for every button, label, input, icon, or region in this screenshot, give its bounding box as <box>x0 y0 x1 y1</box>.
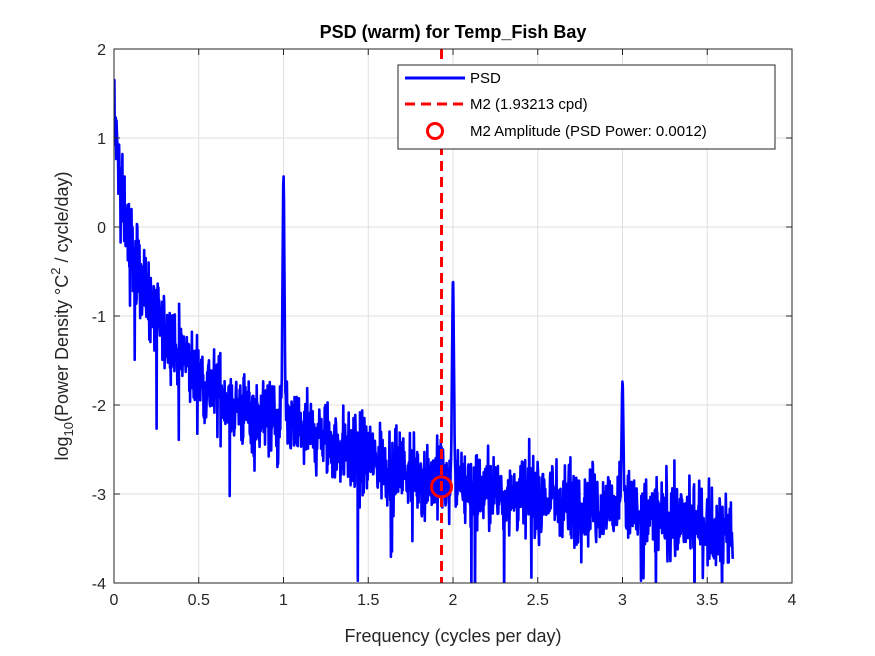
y-tick-label: 2 <box>97 42 106 59</box>
y-tick-label: 0 <box>97 220 106 237</box>
legend-amplitude-marker <box>426 122 444 140</box>
legend: PSD M2 (1.93213 cpd) M2 Amplitude (PSD P… <box>397 64 776 150</box>
chart-title: PSD (warm) for Temp_Fish Bay <box>320 22 587 42</box>
axis-ticks: 0 0.5 1 1.5 2 2.5 3 3.5 4 -4 -3 -2 -1 0 1 2 <box>92 42 797 609</box>
x-tick-label: 2.5 <box>527 592 549 609</box>
legend-psd-label: PSD <box>470 70 501 87</box>
x-tick-label: 4 <box>788 592 797 609</box>
x-tick-label: 0 <box>110 592 119 609</box>
psd-series-line <box>114 78 734 583</box>
x-tick-label: 0.5 <box>188 592 210 609</box>
x-tick-label: 2 <box>449 592 458 609</box>
y-tick-label: -1 <box>92 309 106 326</box>
m2-amplitude-marker <box>429 475 453 499</box>
legend-amplitude-label: M2 Amplitude (PSD Power: 0.0012) <box>470 123 707 140</box>
x-tick-label: 1 <box>279 592 288 609</box>
y-tick-label: -4 <box>92 576 106 593</box>
y-axis-label: log10(Power Density °C2 / cycle/day) <box>48 172 76 461</box>
y-tick-label: -2 <box>92 398 106 415</box>
x-axis-label: Frequency (cycles per day) <box>344 626 561 646</box>
y-label-mid: (Power Density °C <box>52 275 72 422</box>
legend-m2-label: M2 (1.93213 cpd) <box>470 96 588 113</box>
y-tick-label: -3 <box>92 487 106 504</box>
x-tick-label: 3 <box>618 592 627 609</box>
x-tick-label: 3.5 <box>696 592 718 609</box>
x-tick-label: 1.5 <box>357 592 379 609</box>
y-tick-label: 1 <box>97 131 106 148</box>
y-label-superscript: 2 <box>48 268 63 275</box>
y-label-subscript: 10 <box>61 422 76 436</box>
y-label-suffix: / cycle/day) <box>52 172 72 268</box>
y-label-prefix: log <box>52 436 72 460</box>
